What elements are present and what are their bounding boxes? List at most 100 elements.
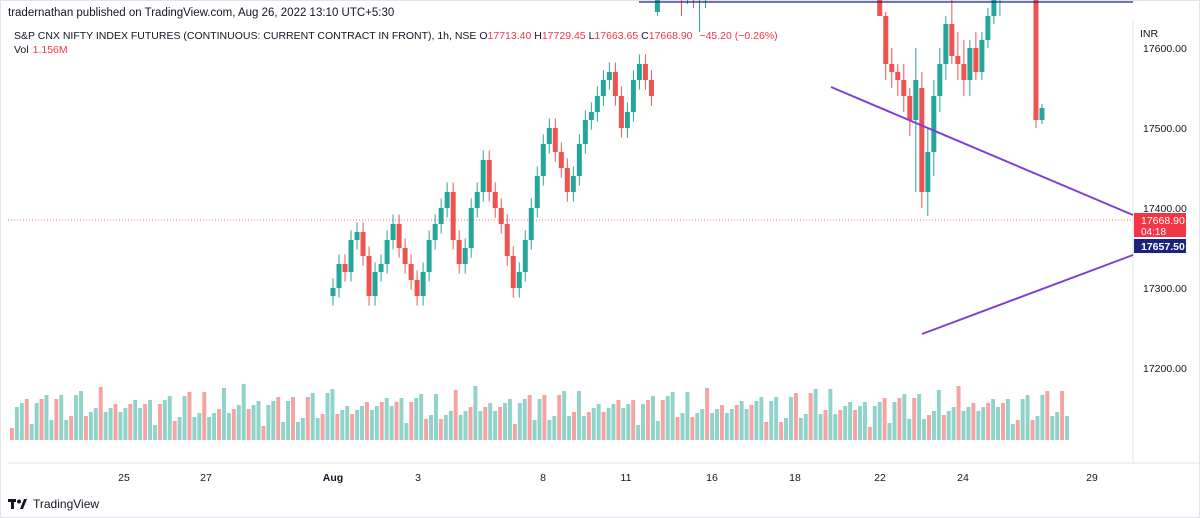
- volume-bar: [912, 398, 917, 440]
- candle-body: [534, 176, 540, 208]
- y-tick-label: 17600.00: [1143, 43, 1187, 55]
- volume-bar: [389, 406, 394, 440]
- tradingview-brand-label: TradingView: [33, 497, 100, 511]
- change-value: −45.20 (−0.26%): [699, 30, 778, 42]
- volume-bar: [345, 406, 350, 440]
- volume-bar: [295, 422, 300, 440]
- volume-bar: [118, 412, 123, 440]
- candle-body: [949, 24, 955, 56]
- volume-bar: [148, 400, 152, 440]
- volume-bar: [49, 420, 54, 440]
- volume-bar: [493, 411, 498, 440]
- candle-body: [468, 208, 474, 248]
- volume-bar: [710, 413, 715, 440]
- volume-bar: [424, 419, 429, 440]
- volume-bar: [231, 409, 236, 440]
- volume-bar: [394, 402, 399, 440]
- candle-body: [973, 48, 979, 72]
- x-tick-label: 18: [789, 472, 801, 484]
- volume-bar: [34, 403, 39, 440]
- x-tick-label: 27: [200, 472, 212, 484]
- volume-bar: [848, 402, 853, 440]
- volume-bar: [1010, 424, 1015, 440]
- volume-bar: [44, 395, 49, 440]
- candle-body: [967, 48, 973, 80]
- price-axis: 18100.0018000.0017900.0017800.0017700.00…: [1143, 43, 1187, 375]
- volume-bar: [700, 409, 705, 440]
- volume-bar: [917, 394, 922, 440]
- candle-body: [456, 240, 462, 264]
- volume-bar: [1050, 416, 1055, 440]
- y-tick-label: 17400.00: [1143, 203, 1187, 215]
- candle-body: [438, 208, 444, 224]
- candle-body: [943, 24, 949, 64]
- candle-body: [564, 168, 570, 192]
- volume-bar: [503, 403, 507, 440]
- volume-bar: [310, 393, 315, 440]
- volume-bar: [596, 404, 601, 440]
- volume-bar: [157, 404, 162, 440]
- volume-bar: [340, 410, 345, 440]
- volume-bar: [862, 402, 867, 440]
- y-tick-label: 17500.00: [1143, 123, 1187, 135]
- volume-bar: [498, 407, 503, 440]
- volume-bar: [542, 395, 547, 440]
- volume-bar: [581, 416, 586, 440]
- candle-body: [378, 264, 384, 272]
- high-value: 17729.45: [541, 30, 586, 42]
- volume-bar: [838, 410, 843, 440]
- candles: [330, 0, 1045, 306]
- volume-value: 1.156M: [32, 44, 68, 56]
- volume-bar: [887, 423, 892, 440]
- candle-body: [612, 72, 618, 96]
- volume-bar: [897, 398, 902, 440]
- candle-body: [498, 208, 504, 224]
- volume-bar: [276, 397, 281, 440]
- open-value: 17713.40: [487, 30, 532, 42]
- volume-bar: [1035, 416, 1040, 440]
- volume-bar: [818, 414, 823, 440]
- volume-bar: [300, 418, 305, 440]
- volume-bar: [330, 389, 335, 440]
- candle-body: [444, 192, 450, 208]
- volume-bar: [532, 420, 537, 440]
- candle-body: [913, 80, 919, 120]
- volume-bar: [350, 414, 355, 440]
- x-tick-label: 25: [118, 472, 130, 484]
- volume-bar: [616, 400, 621, 440]
- candle-body: [558, 152, 564, 168]
- candle-body: [642, 64, 648, 80]
- volume-bar: [966, 407, 971, 440]
- volume-bar: [527, 395, 532, 440]
- volume-bar: [138, 408, 143, 440]
- volume-bar: [222, 388, 226, 440]
- volume-bar: [981, 407, 986, 440]
- volume-bar: [399, 398, 404, 440]
- volume-bar: [113, 404, 118, 440]
- volume-bar: [458, 415, 463, 440]
- candle-body: [354, 232, 360, 240]
- high-label: H: [534, 30, 542, 42]
- candle-body: [985, 16, 991, 40]
- volume-bar: [976, 411, 981, 440]
- volume-bar: [1000, 403, 1005, 440]
- candle-body: [504, 224, 510, 256]
- volume-bar: [690, 417, 695, 440]
- volume-bar: [202, 392, 207, 440]
- candle-body: [360, 232, 366, 256]
- candle-body: [570, 176, 576, 192]
- volume-bar: [182, 396, 187, 440]
- volume-bar: [123, 408, 128, 440]
- close-value: 17668.90: [648, 30, 693, 42]
- candle-body: [877, 0, 883, 16]
- volume-bar: [143, 404, 148, 440]
- volume-bar: [438, 419, 443, 440]
- volume-bar: [1005, 399, 1010, 440]
- x-tick-label: 3: [415, 472, 421, 484]
- volume-bar: [335, 414, 340, 440]
- candle-body: [492, 192, 498, 208]
- tradingview-brand[interactable]: TradingView: [8, 497, 99, 511]
- last-price-badge: [1134, 213, 1186, 237]
- volume-bar: [286, 401, 291, 440]
